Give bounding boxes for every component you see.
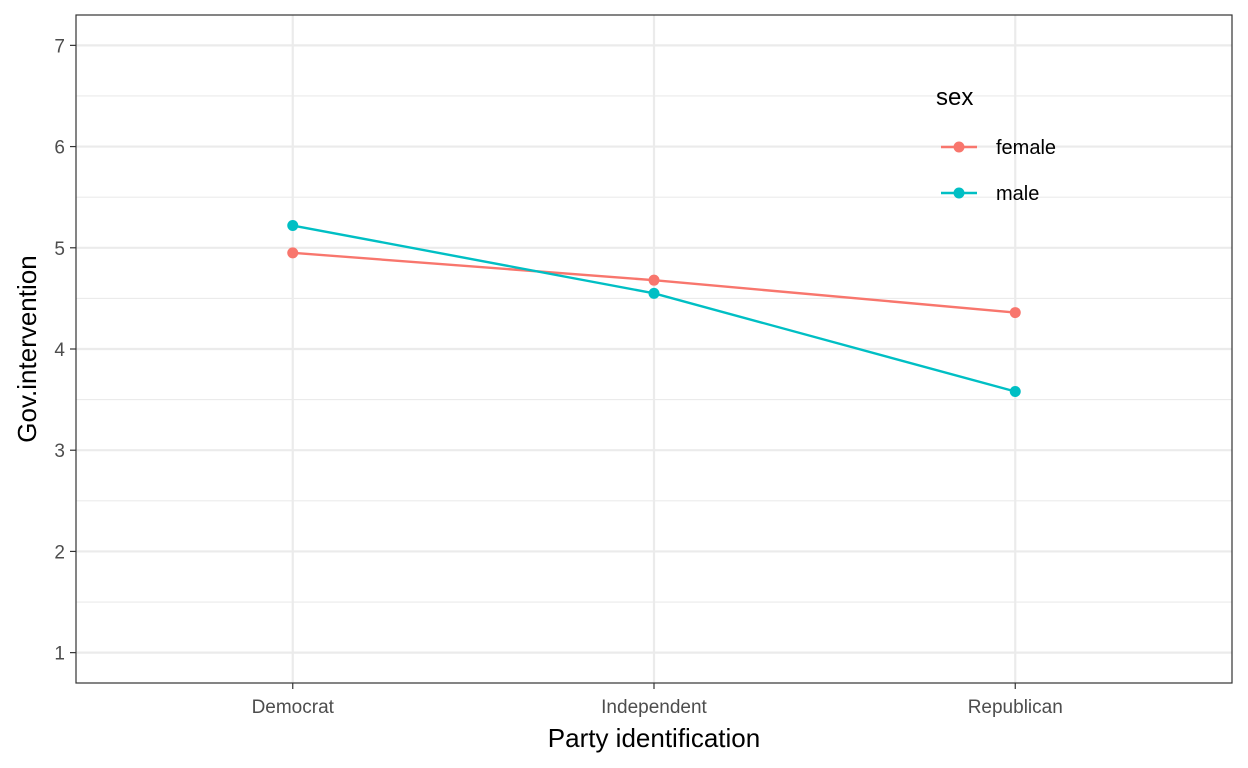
y-tick-label: 4 <box>54 340 65 361</box>
legend: sex female male <box>936 84 1056 205</box>
legend-title: sex <box>936 84 973 111</box>
y-tick-label: 6 <box>54 138 65 159</box>
y-tick-label: 5 <box>54 239 65 260</box>
series-female <box>287 247 1021 319</box>
x-tick-label: Democrat <box>252 697 335 718</box>
y-tick-label: 2 <box>54 542 65 563</box>
data-point-male <box>287 220 299 232</box>
y-tick-label: 7 <box>54 36 65 57</box>
data-point-male <box>1009 386 1021 398</box>
series-male <box>287 220 1021 398</box>
grid <box>76 15 1232 683</box>
x-tick-label: Independent <box>601 697 707 718</box>
series-layer <box>287 220 1021 398</box>
legend-label: male <box>996 183 1039 205</box>
x-tick-label: Republican <box>968 697 1063 718</box>
y-tick-label: 3 <box>54 441 65 462</box>
y-tick-label: 1 <box>54 644 65 665</box>
legend-key-point <box>953 141 965 153</box>
legend-key-point <box>953 187 965 199</box>
legend-item-female: female <box>941 137 1056 159</box>
axes: 1 2 3 4 5 6 7 Democrat Independent Republican <box>54 36 1062 718</box>
y-axis-title: Gov.intervention <box>12 255 42 442</box>
data-point-male <box>648 287 660 299</box>
legend-label: female <box>996 137 1056 159</box>
legend-items: female male <box>941 137 1056 205</box>
x-axis-title: Party identification <box>548 723 760 753</box>
legend-item-male: male <box>941 183 1039 205</box>
data-point-female <box>287 247 299 259</box>
data-point-female <box>648 274 660 286</box>
data-point-female <box>1009 307 1021 319</box>
